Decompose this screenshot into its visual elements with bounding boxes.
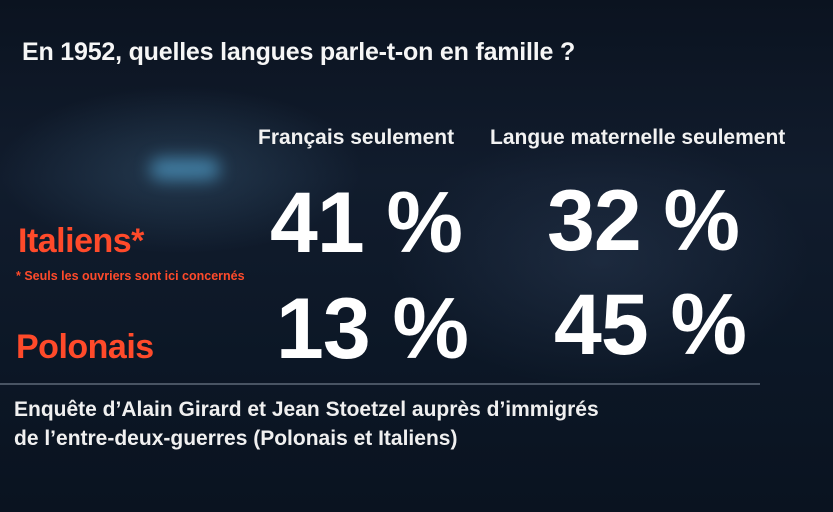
chart-title: En 1952, quelles langues parle-t-on en f…	[22, 38, 576, 66]
value-polonais-francais: 13 %	[276, 281, 469, 377]
divider-line	[0, 383, 760, 385]
row-label-polonais: Polonais	[16, 328, 154, 366]
value-polonais-langue-maternelle: 45 %	[554, 277, 747, 373]
value-italiens-langue-maternelle: 32 %	[547, 173, 740, 269]
row-label-italiens: Italiens*	[18, 222, 144, 260]
footnote: * Seuls les ouvriers sont ici concernés	[16, 269, 245, 283]
column-header-francais: Français seulement	[258, 126, 455, 149]
value-italiens-francais: 41 %	[270, 175, 463, 271]
source-line-2: de l’entre-deux-guerres (Polonais et Ita…	[14, 427, 458, 450]
source-line-1: Enquête d’Alain Girard et Jean Stoetzel …	[14, 398, 599, 421]
background-glow	[150, 158, 220, 180]
column-header-langue-maternelle: Langue maternelle seulement	[490, 126, 786, 149]
